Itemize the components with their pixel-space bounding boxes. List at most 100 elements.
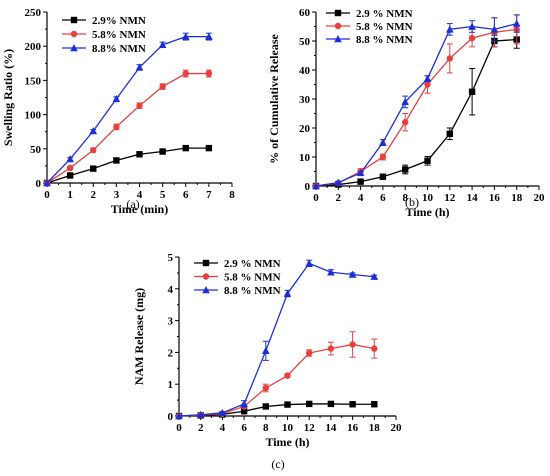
data-point xyxy=(112,94,121,103)
y-tick-label: 3 xyxy=(168,316,174,328)
legend-marker xyxy=(70,44,78,52)
data-point xyxy=(370,272,379,280)
data-point xyxy=(468,22,476,30)
x-tick-label: 16 xyxy=(489,192,501,204)
x-tick-label: 12 xyxy=(444,192,456,204)
legend-label: 8.8 % NMN xyxy=(224,285,281,297)
data-point xyxy=(424,81,431,88)
data-point xyxy=(196,410,205,418)
data-point xyxy=(348,270,357,278)
data-point xyxy=(446,55,453,62)
legend-marker xyxy=(202,259,210,267)
data-point xyxy=(512,19,521,27)
x-tick-label: 10 xyxy=(422,192,434,204)
legend-marker xyxy=(334,22,342,30)
x-tick-label: 8 xyxy=(402,192,408,204)
y-tick-label: 150 xyxy=(25,75,42,87)
y-tick-label: 60 xyxy=(299,7,311,19)
data-point xyxy=(371,401,378,408)
y-axis-title: % of Cumulative Release xyxy=(267,34,281,164)
series-line xyxy=(46,72,209,184)
chart-panel-a: 0 1 2 3 4 5 6 7 8 0 50 100 150 200 250 Time (min) Swelli… xyxy=(1,7,235,216)
x-tick-label: 4 xyxy=(220,422,226,434)
series-5.8-NMN xyxy=(43,69,213,187)
data-point xyxy=(446,25,454,33)
data-point xyxy=(468,88,476,95)
series-line xyxy=(46,147,209,184)
y-tick-label: 20 xyxy=(299,123,311,135)
series-line xyxy=(46,35,209,184)
data-point xyxy=(349,341,356,348)
x-tick-label: 1 xyxy=(67,189,73,201)
data-point xyxy=(182,144,189,152)
x-tick-label: 10 xyxy=(282,422,294,434)
series-line xyxy=(315,38,517,187)
x-tick-label: 18 xyxy=(369,422,381,434)
legend-label: 2.9 % NMN xyxy=(224,258,281,270)
x-axis-title: Time (h) xyxy=(405,205,449,219)
data-point xyxy=(113,157,120,164)
data-point xyxy=(305,259,313,267)
x-tick-label: 7 xyxy=(206,189,212,201)
x-axis-title: Time (h) xyxy=(265,435,309,449)
legend-marker xyxy=(202,286,210,294)
x-tick-label: 12 xyxy=(304,422,316,434)
x-tick-label: 8 xyxy=(229,189,235,201)
data-point xyxy=(90,165,97,172)
data-point xyxy=(262,384,269,392)
y-tick-label: 250 xyxy=(25,7,42,19)
legend-label: 8.8% NMN xyxy=(92,43,146,55)
x-tick-label: 14 xyxy=(467,192,479,204)
data-point xyxy=(66,155,74,163)
legend-marker xyxy=(334,35,342,43)
data-point xyxy=(136,102,143,109)
legend-marker xyxy=(334,9,342,17)
y-tick-label: 50 xyxy=(30,144,42,156)
y-axis-title: Swelling Ratio (%) xyxy=(1,49,15,146)
series-5.8-NMN xyxy=(312,14,520,190)
y-tick-label: 4 xyxy=(168,284,174,296)
y-tick-label: 2 xyxy=(168,347,174,359)
data-point xyxy=(159,83,166,90)
data-point xyxy=(446,130,453,137)
y-tick-label: 30 xyxy=(299,94,311,106)
data-point xyxy=(379,173,387,180)
series-line xyxy=(315,28,517,187)
data-point xyxy=(182,70,189,77)
data-point xyxy=(89,127,98,135)
data-point xyxy=(205,144,213,152)
legend-label: 5.8% NMN xyxy=(92,29,146,41)
legend-marker xyxy=(70,16,78,24)
data-point xyxy=(371,345,378,352)
data-point xyxy=(136,151,143,158)
legend-label: 2.9 % NMN xyxy=(356,8,413,20)
data-point xyxy=(262,346,270,355)
data-point xyxy=(205,32,213,40)
data-point xyxy=(327,268,335,276)
panel-label: (c) xyxy=(271,457,284,471)
x-tick-label: 20 xyxy=(391,422,403,434)
panel-label: (b) xyxy=(405,195,419,209)
data-point xyxy=(240,408,248,415)
data-point xyxy=(158,40,167,49)
data-point xyxy=(424,157,431,164)
data-point xyxy=(402,166,409,173)
data-point xyxy=(490,25,499,33)
y-tick-label: 1 xyxy=(168,379,174,391)
y-tick-label: 0 xyxy=(168,411,174,423)
x-tick-label: 8 xyxy=(263,422,269,434)
data-point xyxy=(379,153,387,161)
data-point xyxy=(284,372,291,379)
data-point xyxy=(423,74,432,82)
data-point xyxy=(356,168,365,177)
data-point xyxy=(240,399,248,408)
data-point xyxy=(379,138,387,146)
x-tick-label: 2 xyxy=(91,189,97,201)
series-line xyxy=(178,262,375,417)
x-tick-label: 6 xyxy=(241,422,247,434)
x-tick-label: 16 xyxy=(347,422,359,434)
data-point xyxy=(66,164,74,172)
